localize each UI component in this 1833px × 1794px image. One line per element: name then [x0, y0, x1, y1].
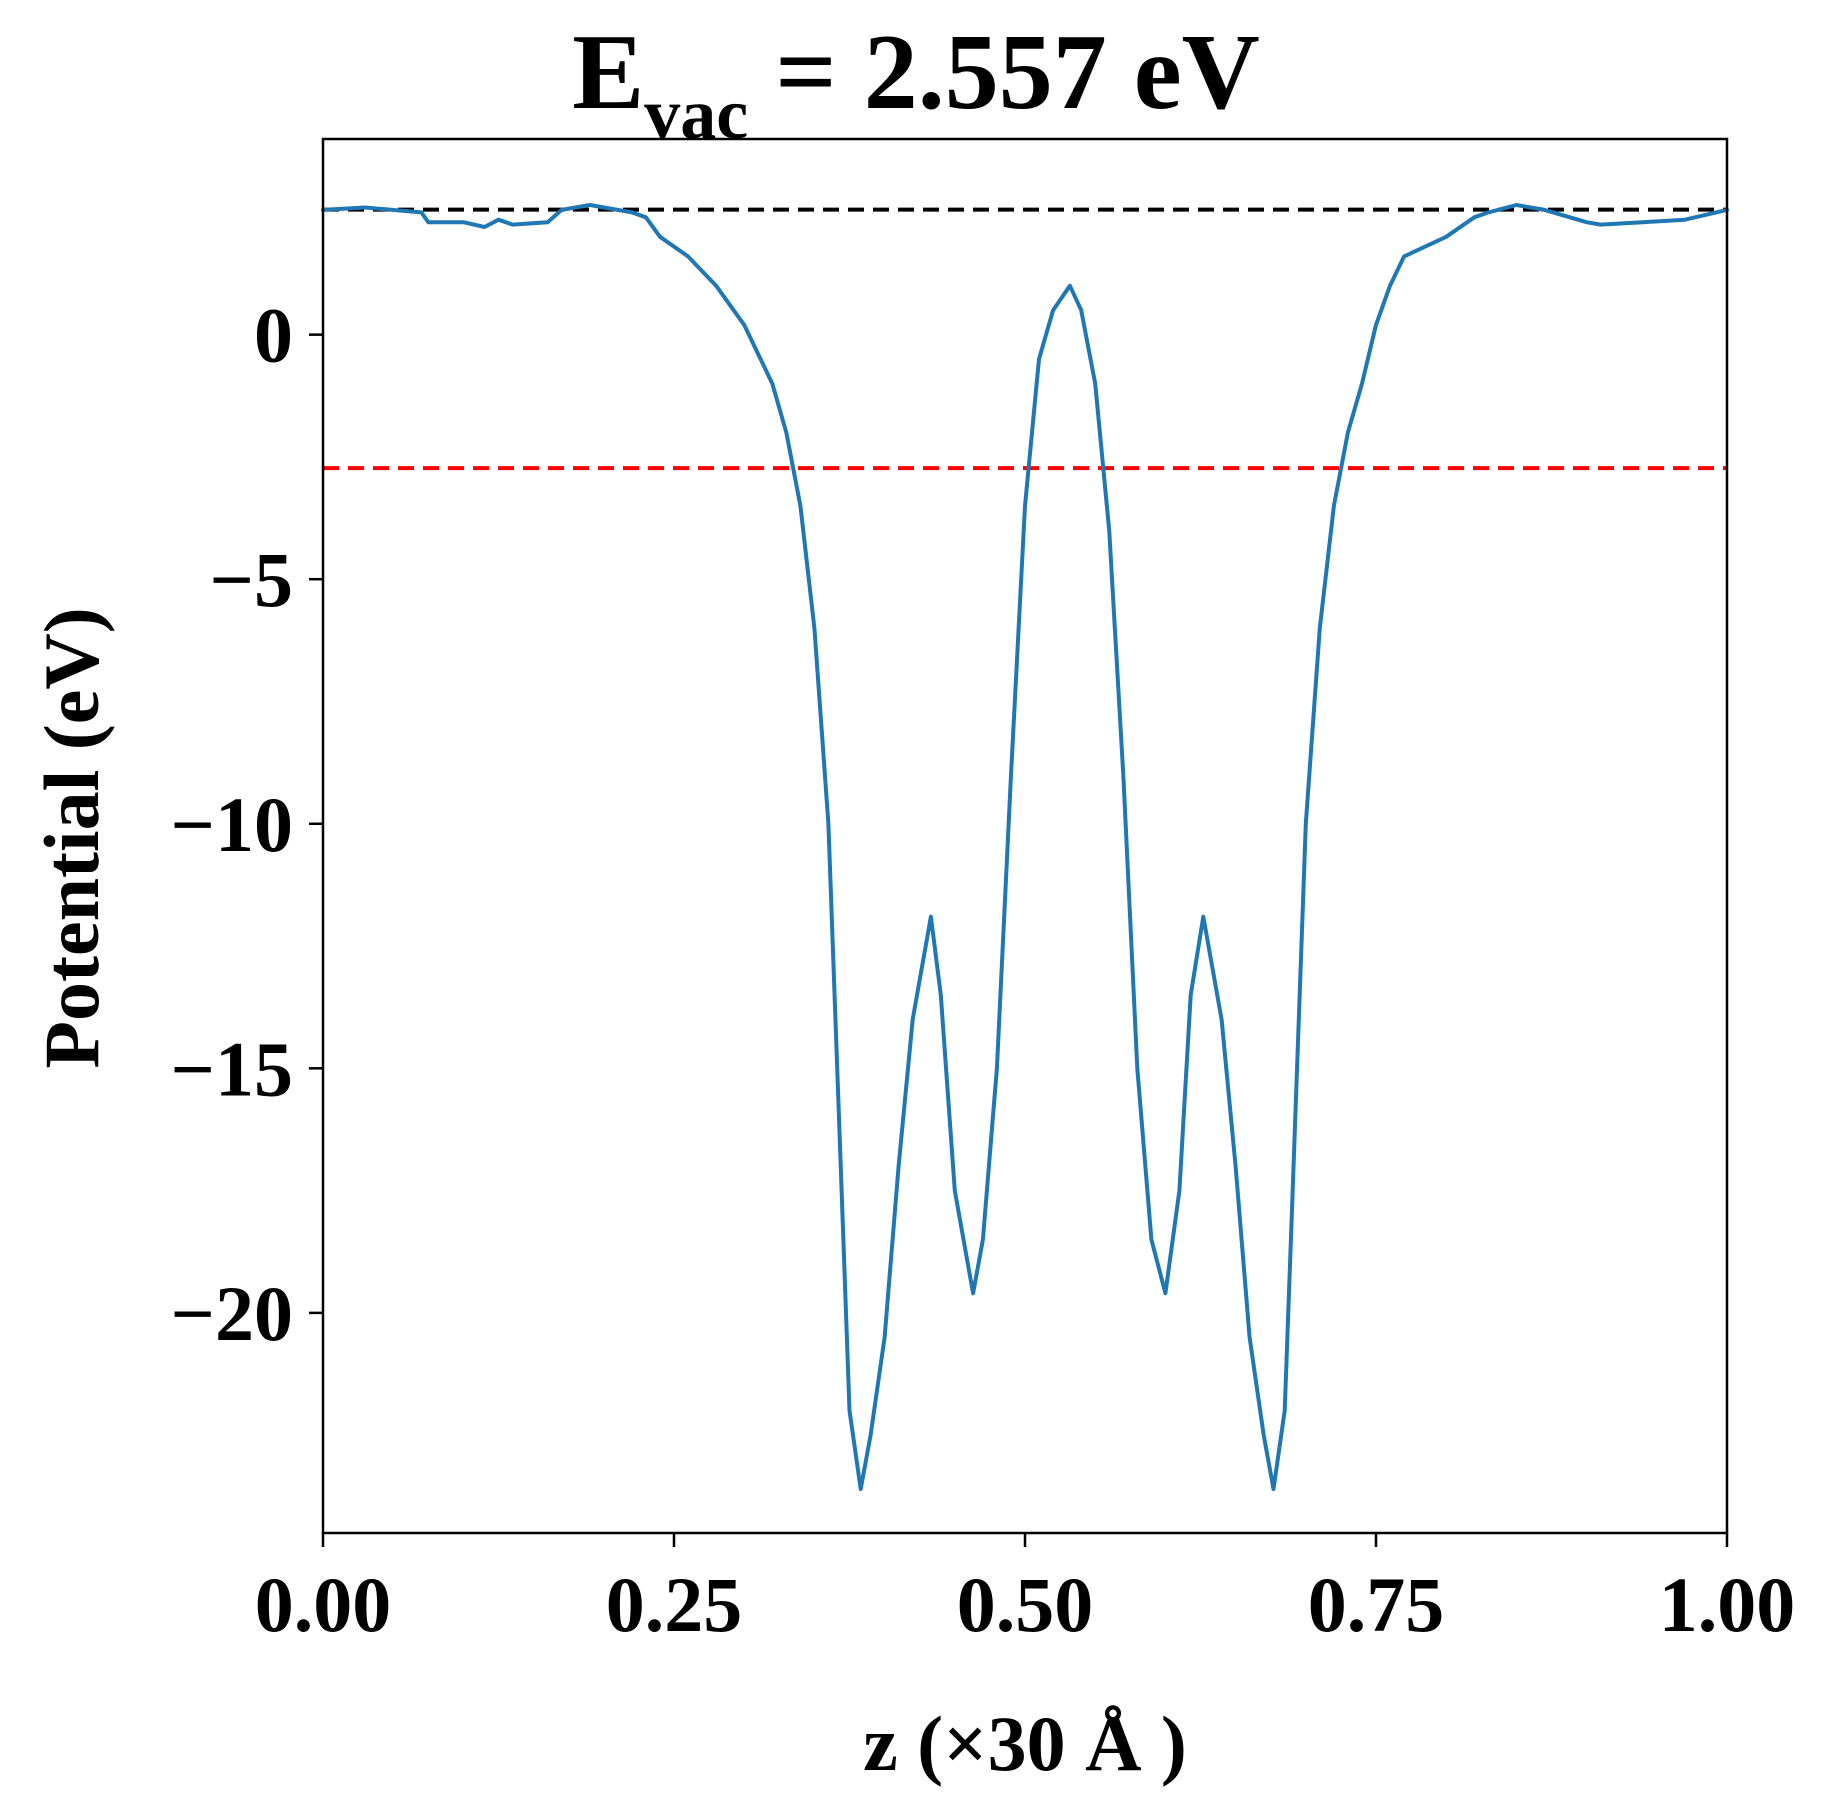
chart-title-subscript: vac — [644, 74, 748, 154]
y-tick-label: −10 — [171, 781, 293, 868]
x-tick-label: 0.25 — [606, 1561, 743, 1648]
y-tick-label: −15 — [171, 1025, 293, 1112]
x-tick-label: 1.00 — [1659, 1561, 1796, 1648]
chart-title-rest: = 2.557 eV — [748, 13, 1259, 132]
plot-area: 0.00 0.25 0.50 0.75 1.00 0 −5 −10 −15 −20 — [171, 137, 1796, 1648]
x-tick-label: 0.50 — [957, 1561, 1094, 1648]
y-tick-label: −5 — [210, 536, 293, 623]
y-tick-label: 0 — [254, 292, 293, 379]
y-axis-label: Potential (eV) — [28, 607, 115, 1068]
x-axis-label: z (×30 Å ) — [863, 1700, 1187, 1787]
y-tick-label: −20 — [171, 1270, 293, 1357]
potential-series-line — [321, 203, 1729, 1491]
x-tick-label: 0.00 — [255, 1561, 392, 1648]
chart-title-main: E — [572, 13, 644, 132]
x-tick-label: 0.75 — [1308, 1561, 1445, 1648]
chart-title: Evac = 2.557 eV — [572, 13, 1260, 154]
axes-frame — [321, 137, 1729, 1535]
